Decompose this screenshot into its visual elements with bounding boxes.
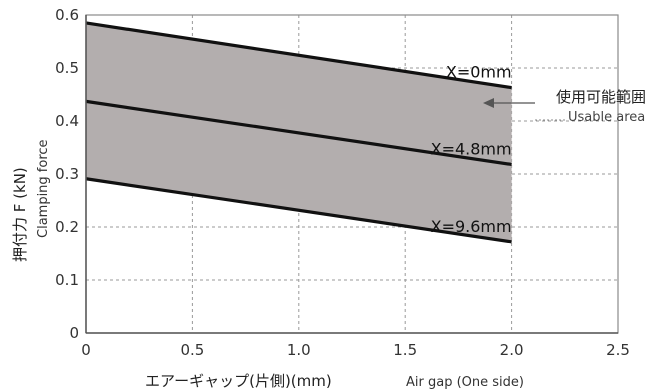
x-tick-label: 1.5 — [393, 341, 417, 359]
y-tick-label: 0.6 — [55, 6, 79, 24]
x-tick-label: 1.0 — [287, 341, 311, 359]
series-label-2: X=9.6mm — [431, 217, 512, 236]
x-tick-label: 2.5 — [606, 341, 630, 359]
series-lines — [85, 21, 512, 244]
x-tick-label: 0 — [81, 341, 91, 359]
axes — [85, 14, 619, 334]
x-axis-sublabel: Air gap (One side) — [406, 375, 524, 390]
annotation-sublabel: Usable area — [568, 110, 645, 125]
series-line-0 — [85, 21, 512, 90]
y-axis-sublabel: Clamping force — [36, 139, 51, 238]
tick-labels: 0 0.5 1.0 1.5 2.0 2.5 0 0.1 0.2 0.3 0.4 0.5 0.6 — [55, 6, 630, 359]
x-tick-label: 0.5 — [180, 341, 204, 359]
annotation-label: 使用可能範囲 — [556, 88, 646, 106]
series-line-2 — [85, 177, 512, 244]
y-tick-label: 0 — [69, 324, 79, 342]
series-line-1 — [85, 99, 512, 167]
y-tick-label: 0.1 — [55, 271, 79, 289]
x-tick-label: 2.0 — [500, 341, 524, 359]
y-tick-label: 0.5 — [55, 59, 79, 77]
y-axis-label: 押付力 F (kN) — [11, 167, 29, 262]
annotation: 使用可能範囲 Usable area — [483, 88, 646, 125]
y-tick-label: 0.2 — [55, 218, 79, 236]
y-axis-title: 押付力 F (kN) Clamping force — [11, 139, 51, 262]
y-tick-label: 0.4 — [55, 112, 79, 130]
y-tick-label: 0.3 — [55, 165, 79, 183]
series-labels: X=0mm X=4.8mm X=9.6mm — [431, 63, 512, 236]
x-axis-label: エアーギャップ(片側)(mm) — [145, 372, 332, 390]
series-label-1: X=4.8mm — [431, 139, 512, 158]
x-axis-title: エアーギャップ(片側)(mm) Air gap (One side) — [145, 372, 524, 390]
series-label-0: X=0mm — [446, 63, 512, 82]
annotation-arrow-head — [483, 98, 494, 108]
